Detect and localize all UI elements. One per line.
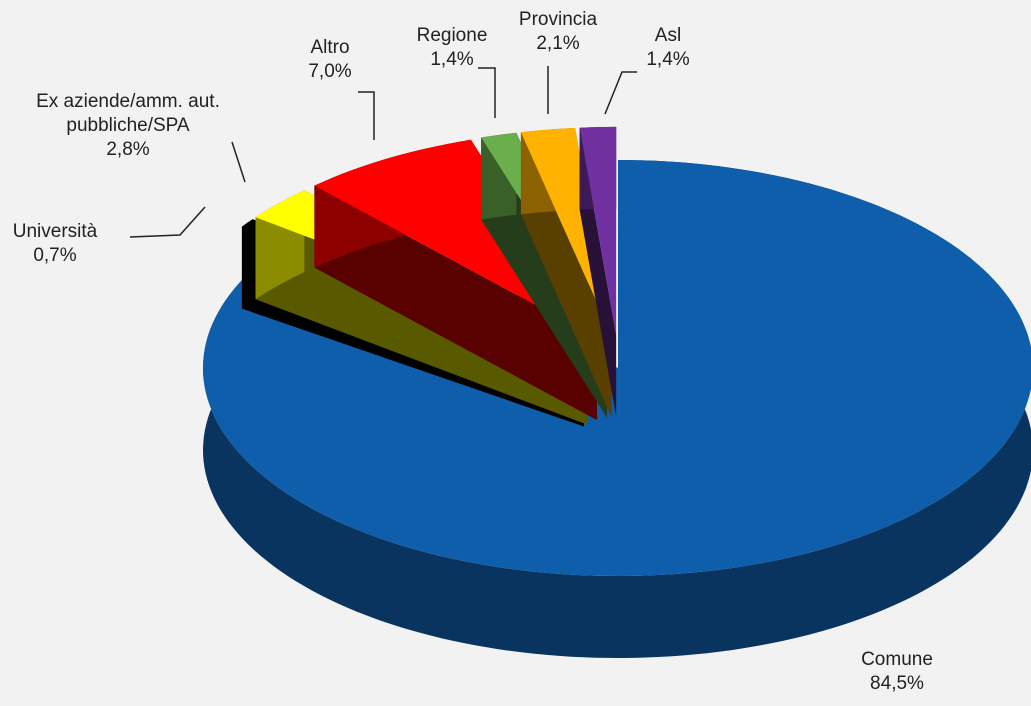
data-label: Altro 7,0% (308, 36, 351, 84)
value-label: 2,8% (106, 139, 150, 160)
leader-lines (129, 66, 637, 238)
value-label: 1,4% (646, 49, 690, 70)
leader-line (129, 206, 206, 238)
data-label: Asl 1,4% (646, 24, 689, 72)
leader-line (231, 141, 246, 183)
slice-side (241, 219, 253, 309)
value-label: 0,7% (33, 245, 77, 266)
data-label: Università 0,7% (13, 220, 97, 268)
category-label: Ex aziende/amm. aut. pubbliche/SPA (36, 91, 220, 136)
category-label: Comune (861, 649, 933, 670)
value-label: 1,4% (430, 49, 474, 70)
slice-top (579, 126, 617, 335)
data-label: Provincia 2,1% (519, 8, 597, 56)
leader-line (604, 71, 637, 115)
category-label: Altro (310, 37, 350, 58)
slice-top (203, 160, 1031, 576)
pie (203, 126, 1031, 658)
category-label: Provincia (518, 9, 598, 30)
leader-line (358, 91, 375, 140)
category-label: Regione (416, 25, 488, 46)
value-label: 2,1% (536, 33, 580, 54)
slice-wall (314, 185, 597, 421)
leader-line (478, 67, 496, 118)
slice-top (520, 128, 612, 336)
data-label: Comune 84,5% (861, 648, 933, 696)
slice (579, 126, 617, 417)
category-label: Asl (654, 25, 682, 46)
data-label: Ex aziende/amm. aut. pubbliche/SPA 2,8% (21, 90, 236, 162)
category-label: Università (12, 221, 98, 242)
value-label: 7,0% (308, 61, 352, 82)
data-label: Regione 1,4% (417, 24, 488, 72)
value-label: 84,5% (870, 673, 924, 694)
slice (520, 127, 612, 418)
